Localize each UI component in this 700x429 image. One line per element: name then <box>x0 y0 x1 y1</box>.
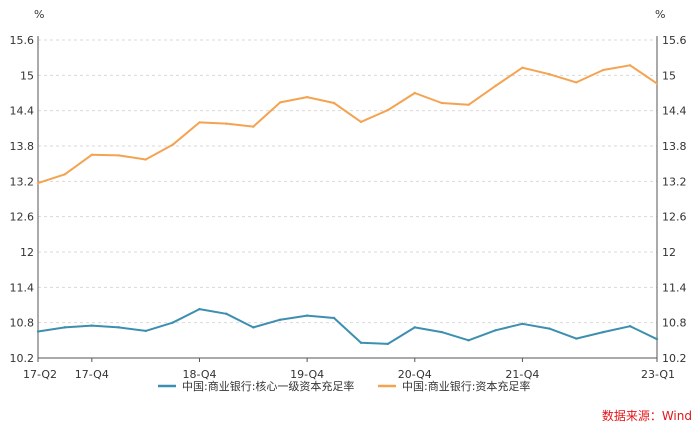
y-tick-label-left: 15.6 <box>10 34 35 47</box>
data-point <box>144 329 147 333</box>
y-tick-label-right: 12 <box>662 246 676 259</box>
legend-label: 中国:商业银行:资本充足率 <box>402 379 530 393</box>
data-point <box>601 330 605 334</box>
y-axis-left-ticks: 10.2 10.8 11.4 12 12.6 13.2 13.8 14.4 15 15.6 <box>10 34 35 365</box>
data-point <box>521 66 524 69</box>
y-tick-label-left: 10.2 <box>10 352 35 365</box>
data-point <box>332 101 336 105</box>
data-point <box>63 326 67 329</box>
data-point <box>655 337 659 341</box>
data-point <box>575 337 578 340</box>
axes <box>37 36 658 359</box>
data-point <box>332 316 336 320</box>
data-point <box>467 103 470 106</box>
data-point <box>36 181 40 185</box>
y-tick-label-left: 13.2 <box>10 175 35 188</box>
data-point <box>601 68 605 72</box>
data-point <box>655 82 659 85</box>
data-point <box>359 120 363 124</box>
data-point <box>36 330 40 333</box>
x-tick-label: 23-Q1 <box>641 368 675 381</box>
y-tick-label-right: 10.8 <box>662 317 687 330</box>
data-point <box>548 72 551 76</box>
data-point <box>144 158 147 161</box>
y-tick-label-right: 13.8 <box>662 140 687 153</box>
y-tick-label-right: 13.2 <box>662 175 687 188</box>
data-point <box>305 314 309 317</box>
data-point <box>628 64 632 67</box>
data-point <box>386 108 390 112</box>
series-line-0 <box>37 308 658 345</box>
data-point <box>359 341 363 344</box>
y-tick-label-left: 12.6 <box>10 211 35 224</box>
y-tick-label-right: 12.6 <box>662 211 687 224</box>
y-tick-label-left: 14.4 <box>10 105 35 118</box>
data-point <box>305 95 309 99</box>
data-point <box>90 324 94 327</box>
y-tick-label-left: 15 <box>20 69 34 82</box>
data-point <box>171 321 174 324</box>
x-tick-label: 18-Q4 <box>182 368 216 381</box>
y-tick-label-left: 13.8 <box>10 140 35 153</box>
gridlines <box>38 39 657 359</box>
y-tick-label-left: 10.8 <box>10 317 35 330</box>
x-tick-label: 17-Q2 <box>23 368 57 381</box>
y-tick-label-right: 15.6 <box>662 34 687 47</box>
data-point <box>117 326 120 329</box>
y-axis-right-ticks: 10.2 10.8 11.4 12 12.6 13.2 13.8 14.4 15 15.6 <box>662 34 687 365</box>
data-point <box>628 325 632 328</box>
y-tick-label-right: 11.4 <box>662 281 687 294</box>
data-point <box>440 101 443 105</box>
data-point <box>63 173 67 176</box>
data-point <box>575 81 578 84</box>
y-tick-label-left: 12 <box>20 246 34 259</box>
x-tick-label: 17-Q4 <box>75 368 109 381</box>
data-point <box>494 329 497 332</box>
data-point <box>386 342 390 346</box>
data-point <box>117 154 120 157</box>
data-point <box>440 330 443 334</box>
x-tick-label: 20-Q4 <box>398 368 432 381</box>
data-point <box>171 143 174 147</box>
y-tick-label-right: 10.2 <box>662 352 687 365</box>
y-tick-label-right: 14.4 <box>662 105 687 118</box>
data-point <box>279 318 282 321</box>
y-unit-left: % <box>34 8 44 21</box>
y-tick-label-right: 15 <box>662 69 676 82</box>
data-point <box>467 339 470 342</box>
x-axis-ticks: 17-Q2 17-Q4 18-Q4 19-Q4 20-Q4 21-Q4 23-Q1 <box>23 358 675 381</box>
y-unit-right: % <box>655 8 665 21</box>
x-tick-label: 19-Q4 <box>290 368 324 381</box>
legend: 中国:商业银行:核心一级资本充足率 中国:商业银行:资本充足率 <box>158 379 530 393</box>
data-point <box>252 125 255 128</box>
data-point <box>198 121 201 124</box>
legend-label: 中国:商业银行:核心一级资本充足率 <box>182 379 354 393</box>
data-point <box>548 327 551 330</box>
data-point <box>225 122 228 125</box>
y-tick-label-left: 11.4 <box>10 281 35 294</box>
data-point <box>521 322 524 326</box>
series-line-1 <box>37 64 658 185</box>
data-point <box>413 326 416 329</box>
data-point <box>494 84 497 88</box>
x-tick-label: 21-Q4 <box>505 368 539 381</box>
data-point <box>413 91 416 95</box>
data-point <box>90 153 94 157</box>
data-point <box>225 312 228 316</box>
source-label: 数据来源：Wind <box>602 408 692 423</box>
data-point <box>198 307 201 311</box>
series-lines <box>36 64 659 346</box>
data-point <box>252 326 255 329</box>
data-point <box>279 101 282 104</box>
